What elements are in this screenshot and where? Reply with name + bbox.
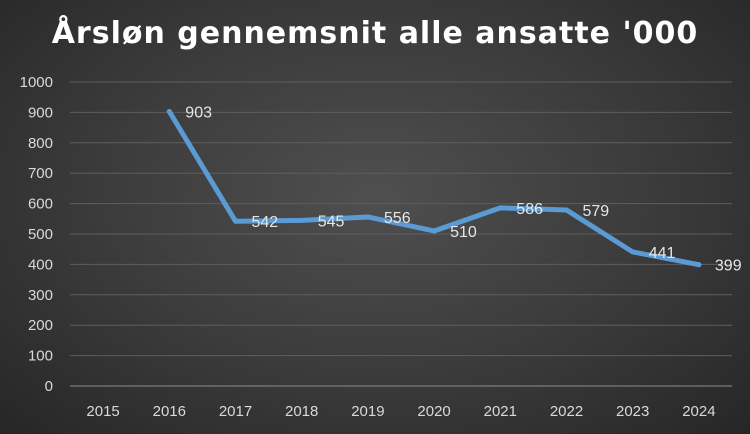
x-tick-label: 2018 [285, 403, 318, 420]
y-tick-label: 0 [45, 378, 53, 395]
y-tick-label: 600 [28, 196, 53, 213]
data-point [365, 214, 371, 220]
x-tick-label: 2017 [219, 403, 252, 420]
y-tick-label: 800 [28, 135, 53, 152]
data-point [497, 205, 503, 211]
y-tick-label: 200 [28, 317, 53, 334]
data-point [233, 218, 238, 224]
data-label: 441 [649, 245, 676, 262]
y-tick-label: 1000 [20, 74, 53, 91]
data-label: 556 [384, 210, 411, 227]
x-tick-label: 2023 [616, 403, 649, 420]
data-point [299, 217, 305, 223]
y-tick-label: 500 [28, 226, 53, 243]
data-label: 545 [318, 213, 345, 230]
data-label: 586 [516, 201, 543, 218]
y-tick-label: 300 [28, 287, 53, 304]
data-labels: 903 542 545 556 510 586 579 441 399 [185, 104, 741, 274]
x-tick-label: 2021 [484, 403, 517, 420]
data-label: 903 [185, 104, 212, 121]
chart-title: Årsløn gennemsnit alle ansatte '000 [51, 16, 699, 51]
data-point [696, 262, 702, 268]
y-tick-label: 100 [28, 348, 53, 365]
x-tick-label: 2016 [153, 403, 186, 420]
axes: 0 100 200 300 400 500 600 700 800 900 1000 2015 2016… [20, 74, 732, 420]
data-label: 510 [450, 224, 477, 241]
x-tick-label: 2019 [351, 403, 384, 420]
series-line [166, 108, 702, 268]
data-point [630, 249, 636, 255]
data-point [431, 228, 437, 234]
x-tick-label: 2024 [682, 403, 715, 420]
data-label: 399 [715, 258, 742, 275]
data-label: 579 [583, 203, 610, 220]
y-tick-label: 400 [28, 256, 53, 273]
y-tick-label: 700 [28, 165, 53, 182]
x-tick-label: 2022 [550, 403, 583, 420]
x-tick-label: 2015 [86, 403, 119, 420]
gridlines [70, 81, 732, 357]
data-label: 542 [252, 214, 279, 231]
x-tick-label: 2020 [417, 403, 450, 420]
data-point [166, 108, 172, 114]
data-point [564, 207, 569, 213]
y-tick-label: 900 [28, 104, 53, 121]
series [166, 108, 702, 268]
